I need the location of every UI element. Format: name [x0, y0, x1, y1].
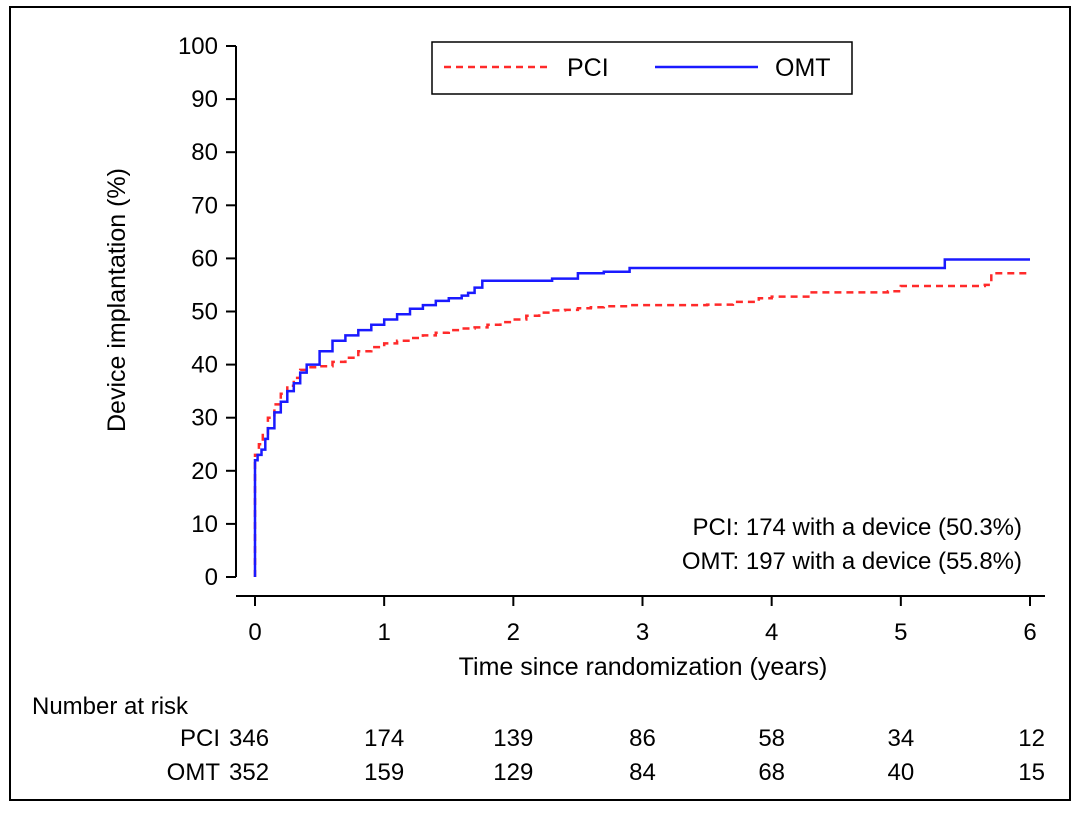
- annotation-omt: OMT: 197 with a device (55.8%): [682, 548, 1022, 575]
- legend-box: [431, 41, 853, 95]
- y-tick-label: 50: [191, 299, 218, 326]
- risk-value-pci: 174: [364, 725, 404, 752]
- risk-value-pci: 58: [758, 725, 785, 752]
- risk-value-pci: 12: [1018, 725, 1045, 752]
- y-axis-title: Device implantation (%): [103, 168, 131, 432]
- legend-label-omt: OMT: [775, 54, 831, 82]
- risk-table-title: Number at risk: [32, 693, 189, 720]
- risk-value-pci: 346: [229, 725, 269, 752]
- x-tick-label: 2: [507, 619, 520, 646]
- risk-value-omt: 159: [364, 759, 404, 786]
- y-tick-label: 30: [191, 405, 218, 432]
- y-tick-label: 20: [191, 458, 218, 485]
- y-tick-label: 10: [191, 511, 218, 538]
- y-tick-label: 70: [191, 192, 218, 219]
- legend: PCI OMT: [431, 41, 853, 95]
- plot-lines: [253, 258, 1032, 577]
- risk-value-pci: 34: [887, 725, 914, 752]
- risk-value-pci: 86: [629, 725, 656, 752]
- annotation-pci: PCI: 174 with a device (50.3%): [693, 514, 1023, 541]
- risk-row-label-pci: PCI: [180, 725, 220, 752]
- risk-value-pci: 139: [493, 725, 533, 752]
- x-tick-label: 0: [248, 619, 261, 646]
- risk-value-omt: 40: [887, 759, 914, 786]
- x-tick-label: 3: [636, 619, 649, 646]
- x-axis-title: Time since randomization (years): [459, 653, 828, 681]
- risk-value-omt: 15: [1018, 759, 1045, 786]
- risk-row-label-omt: OMT: [167, 759, 221, 786]
- x-tick-label: 5: [894, 619, 907, 646]
- risk-value-omt: 352: [229, 759, 269, 786]
- y-tick-label: 90: [191, 86, 218, 113]
- y-tick-label: 60: [191, 245, 218, 272]
- y-tick-label: 80: [191, 139, 218, 166]
- risk-table: Number at risk PCI OMT 346 174 139 86 58 34 12…: [32, 693, 1045, 786]
- x-tick-label: 4: [765, 619, 778, 646]
- axes: 0 10 20 30 40 50 60 70 80 90 100 0 1 2 3 4 5 6: [178, 33, 1045, 646]
- risk-values: 346 174 139 86 58 34 12 352 159 129 84 68 40 15: [229, 725, 1045, 786]
- outer-frame: [9, 6, 1071, 801]
- y-tick-label: 100: [178, 33, 218, 60]
- x-tick-label: 1: [377, 619, 390, 646]
- x-tick-label: 6: [1023, 619, 1036, 646]
- risk-value-omt: 68: [758, 759, 785, 786]
- y-tick-label: 40: [191, 352, 218, 379]
- series-line-pci: [253, 272, 1032, 577]
- legend-label-pci: PCI: [567, 54, 609, 82]
- series-line-omt: [253, 258, 1030, 577]
- risk-value-omt: 129: [493, 759, 533, 786]
- risk-value-omt: 84: [629, 759, 656, 786]
- y-tick-label: 0: [205, 564, 218, 591]
